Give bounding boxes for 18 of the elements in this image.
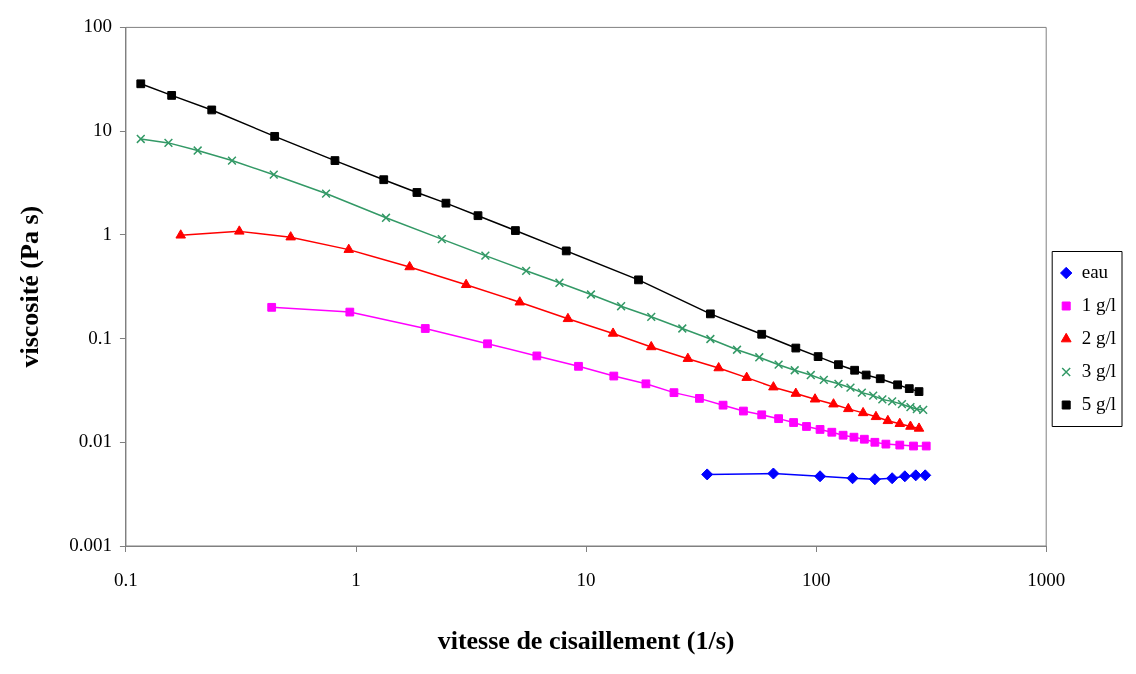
legend-label: 1 g/l xyxy=(1081,293,1116,315)
y-tick-label: 0.01 xyxy=(78,430,112,452)
legend-label: 5 g/l xyxy=(1081,392,1116,414)
y-axis-title: viscosité (Pa s) xyxy=(15,205,45,368)
x-tick-label: 1 xyxy=(351,569,361,591)
y-tick-label: 0.1 xyxy=(88,326,112,348)
x-axis-title: vitesse de cisaillement (1/s) xyxy=(437,626,735,656)
y-tick-label: 100 xyxy=(83,15,112,37)
y-tick-label: 0.001 xyxy=(69,533,112,555)
legend-label: 2 g/l xyxy=(1081,326,1116,348)
x-tick-label: 100 xyxy=(801,569,831,591)
y-tick-label: 10 xyxy=(92,119,112,141)
x-tick-label: 1000 xyxy=(1027,569,1066,591)
legend-label: 3 g/l xyxy=(1081,359,1116,381)
x-tick-label: 10 xyxy=(576,569,596,591)
legend-label: eau xyxy=(1081,260,1109,282)
x-tick-label: 0.1 xyxy=(114,569,138,591)
y-tick-label: 1 xyxy=(102,222,112,244)
